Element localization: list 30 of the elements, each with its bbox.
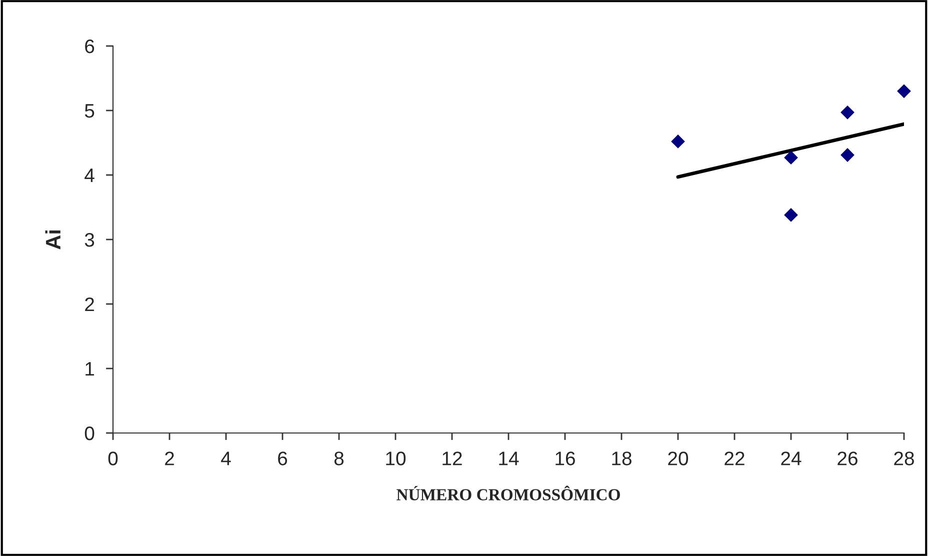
x-tick-label: 2 [165,452,174,466]
y-tick-label: 2 [85,297,94,312]
x-tick-label: 10 [386,452,406,466]
x-tick-label: 0 [108,452,118,466]
y-tick-label: 0 [84,426,94,440]
y-tick-label: 1 [86,362,94,376]
x-tick-label: 8 [334,452,344,466]
x-tick-label: 28 [894,452,914,466]
point [784,208,798,222]
x-tick-label: 26 [838,452,858,466]
point [671,134,685,148]
point [784,150,798,165]
x-tick-label: 6 [278,452,288,466]
x-axis-title: NÚMERO CROMOSSÔMICO [396,486,620,500]
x-tick-label: 24 [781,452,802,466]
point [840,105,854,120]
y-tick-label: 4 [84,168,94,182]
x-tick-label: 18 [612,452,632,466]
x-tick-label: 4 [221,452,231,466]
x-tick-label: 22 [724,452,744,466]
y-axis-title: Ai [45,230,60,250]
point [897,84,911,98]
point [840,148,854,162]
y-tick-label: 5 [84,104,94,118]
y-tick-label: 3 [84,232,94,247]
y-tick-label: 6 [85,39,94,54]
x-tick-label: 16 [556,452,575,466]
x-tick-label: 14 [499,452,519,466]
x-tick-label: 20 [668,452,688,466]
x-tick-label: 12 [442,452,462,466]
